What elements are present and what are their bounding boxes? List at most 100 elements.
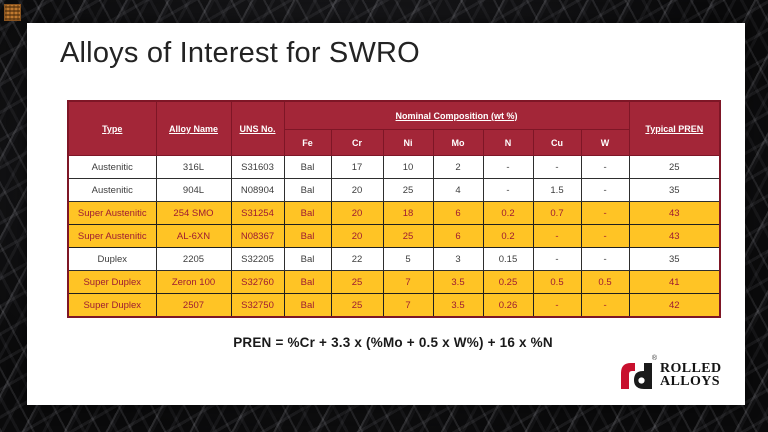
table-row-2205: Duplex 2205 S32205 Bal 22 5 3 0.15 - - 3… bbox=[67, 247, 721, 271]
cell-w: - bbox=[580, 155, 630, 179]
logo-line-alloys: ALLOYS bbox=[660, 374, 720, 389]
col-header-alloy-name: Alloy Name bbox=[155, 100, 232, 156]
cell-n: 0.15 bbox=[482, 247, 534, 271]
cell-type: Austenitic bbox=[67, 155, 157, 179]
cell-mo: 6 bbox=[432, 201, 484, 225]
cell-n: 0.2 bbox=[482, 201, 534, 225]
cell-alloy: 904L bbox=[155, 178, 232, 202]
col-header-w: W bbox=[580, 129, 630, 156]
cell-cu: 0.5 bbox=[532, 270, 582, 294]
table-row-904l: Austenitic 904L N08904 Bal 20 25 4 - 1.5… bbox=[67, 178, 721, 202]
cell-cr: 20 bbox=[330, 201, 384, 225]
cell-fe: Bal bbox=[283, 247, 332, 271]
cell-type: Super Austenitic bbox=[67, 201, 157, 225]
cell-type: Duplex bbox=[67, 247, 157, 271]
col-header-n: N bbox=[482, 129, 534, 156]
slide-title: Alloys of Interest for SWRO bbox=[60, 37, 420, 69]
cell-type: Super Duplex bbox=[67, 270, 157, 294]
cell-cr: 25 bbox=[330, 293, 384, 318]
cell-alloy: 254 SMO bbox=[155, 201, 232, 225]
cell-w: 0.5 bbox=[580, 270, 630, 294]
cell-n: - bbox=[482, 178, 534, 202]
corner-orange-badge bbox=[4, 4, 21, 21]
cell-uns: S31603 bbox=[230, 155, 285, 179]
cell-alloy: 2507 bbox=[155, 293, 232, 318]
cell-cu: - bbox=[532, 247, 582, 271]
col-header-mo: Mo bbox=[432, 129, 484, 156]
cell-cr: 20 bbox=[330, 224, 384, 248]
cell-n: 0.25 bbox=[482, 270, 534, 294]
cell-ni: 7 bbox=[382, 293, 434, 318]
cell-uns: N08904 bbox=[230, 178, 285, 202]
cell-w: - bbox=[580, 293, 630, 318]
presentation-slide: Alloys of Interest for SWRO Type Alloy N… bbox=[27, 23, 745, 405]
cell-pren: 35 bbox=[628, 178, 721, 202]
cell-fe: Bal bbox=[283, 224, 332, 248]
cell-alloy: 316L bbox=[155, 155, 232, 179]
table-header-row-2: Fe Cr Ni Mo N Cu W bbox=[68, 129, 720, 156]
cell-uns: S32760 bbox=[230, 270, 285, 294]
col-header-nominal-composition: Nominal Composition (wt %) bbox=[283, 100, 630, 130]
cell-uns: S32205 bbox=[230, 247, 285, 271]
cell-fe: Bal bbox=[283, 201, 332, 225]
cell-pren: 43 bbox=[628, 224, 721, 248]
pren-formula: PREN = %Cr + 3.3 x (%Mo + 0.5 x W%) + 16… bbox=[233, 335, 553, 350]
cell-mo: 3.5 bbox=[432, 270, 484, 294]
cell-fe: Bal bbox=[283, 178, 332, 202]
cell-n: 0.26 bbox=[482, 293, 534, 318]
cell-ni: 18 bbox=[382, 201, 434, 225]
cell-cu: - bbox=[532, 155, 582, 179]
cell-alloy: Zeron 100 bbox=[155, 270, 232, 294]
table-header-row-1: Type Alloy Name UNS No. Nominal Composit… bbox=[67, 100, 721, 156]
rolled-alloys-logo: ® ROLLED ALLOYS bbox=[618, 355, 722, 392]
cell-fe: Bal bbox=[283, 270, 332, 294]
cell-ni: 25 bbox=[382, 224, 434, 248]
cell-cr: 22 bbox=[330, 247, 384, 271]
cell-pren: 42 bbox=[628, 293, 721, 318]
cell-mo: 4 bbox=[432, 178, 484, 202]
cell-alloy: AL-6XN bbox=[155, 224, 232, 248]
rolled-alloys-monogram-icon: ® bbox=[618, 355, 657, 392]
cell-cr: 17 bbox=[330, 155, 384, 179]
cell-pren: 43 bbox=[628, 201, 721, 225]
cell-mo: 6 bbox=[432, 224, 484, 248]
cell-cu: 0.7 bbox=[532, 201, 582, 225]
col-header-type: Type bbox=[67, 100, 157, 156]
col-header-ni: Ni bbox=[382, 129, 434, 156]
alloy-composition-table: Type Alloy Name UNS No. Nominal Composit… bbox=[67, 100, 722, 318]
cell-type: Super Duplex bbox=[67, 293, 157, 318]
cell-n: 0.2 bbox=[482, 224, 534, 248]
cell-cu: 1.5 bbox=[532, 178, 582, 202]
cell-alloy: 2205 bbox=[155, 247, 232, 271]
cell-pren: 25 bbox=[628, 155, 721, 179]
cell-n: - bbox=[482, 155, 534, 179]
table-row-316l: Austenitic 316L S31603 Bal 17 10 2 - - -… bbox=[67, 155, 721, 179]
table-row-zeron100: Super Duplex Zeron 100 S32760 Bal 25 7 3… bbox=[67, 270, 721, 294]
cell-cr: 25 bbox=[330, 270, 384, 294]
col-header-cu: Cu bbox=[532, 129, 582, 156]
cell-type: Austenitic bbox=[67, 178, 157, 202]
col-header-uns-no: UNS No. bbox=[230, 100, 285, 156]
cell-w: - bbox=[580, 247, 630, 271]
cell-cu: - bbox=[532, 224, 582, 248]
cell-ni: 7 bbox=[382, 270, 434, 294]
logo-wordmark: ROLLED ALLOYS bbox=[660, 361, 722, 389]
cell-ni: 5 bbox=[382, 247, 434, 271]
cell-uns: N08367 bbox=[230, 224, 285, 248]
table-row-al6xn: Super Austenitic AL-6XN N08367 Bal 20 25… bbox=[67, 224, 721, 248]
cell-pren: 41 bbox=[628, 270, 721, 294]
cell-uns: S32750 bbox=[230, 293, 285, 318]
table-row-2507: Super Duplex 2507 S32750 Bal 25 7 3.5 0.… bbox=[67, 293, 721, 318]
table-row-254smo: Super Austenitic 254 SMO S31254 Bal 20 1… bbox=[67, 201, 721, 225]
cell-ni: 25 bbox=[382, 178, 434, 202]
cell-uns: S31254 bbox=[230, 201, 285, 225]
col-header-fe: Fe bbox=[283, 129, 332, 156]
logo-line-rolled: ROLLED bbox=[660, 361, 722, 376]
cell-mo: 3.5 bbox=[432, 293, 484, 318]
cell-fe: Bal bbox=[283, 155, 332, 179]
col-header-cr: Cr bbox=[330, 129, 384, 156]
cell-w: - bbox=[580, 178, 630, 202]
registered-trademark: ® bbox=[651, 355, 657, 362]
col-header-typical-pren: Typical PREN bbox=[628, 100, 721, 156]
cell-fe: Bal bbox=[283, 293, 332, 318]
